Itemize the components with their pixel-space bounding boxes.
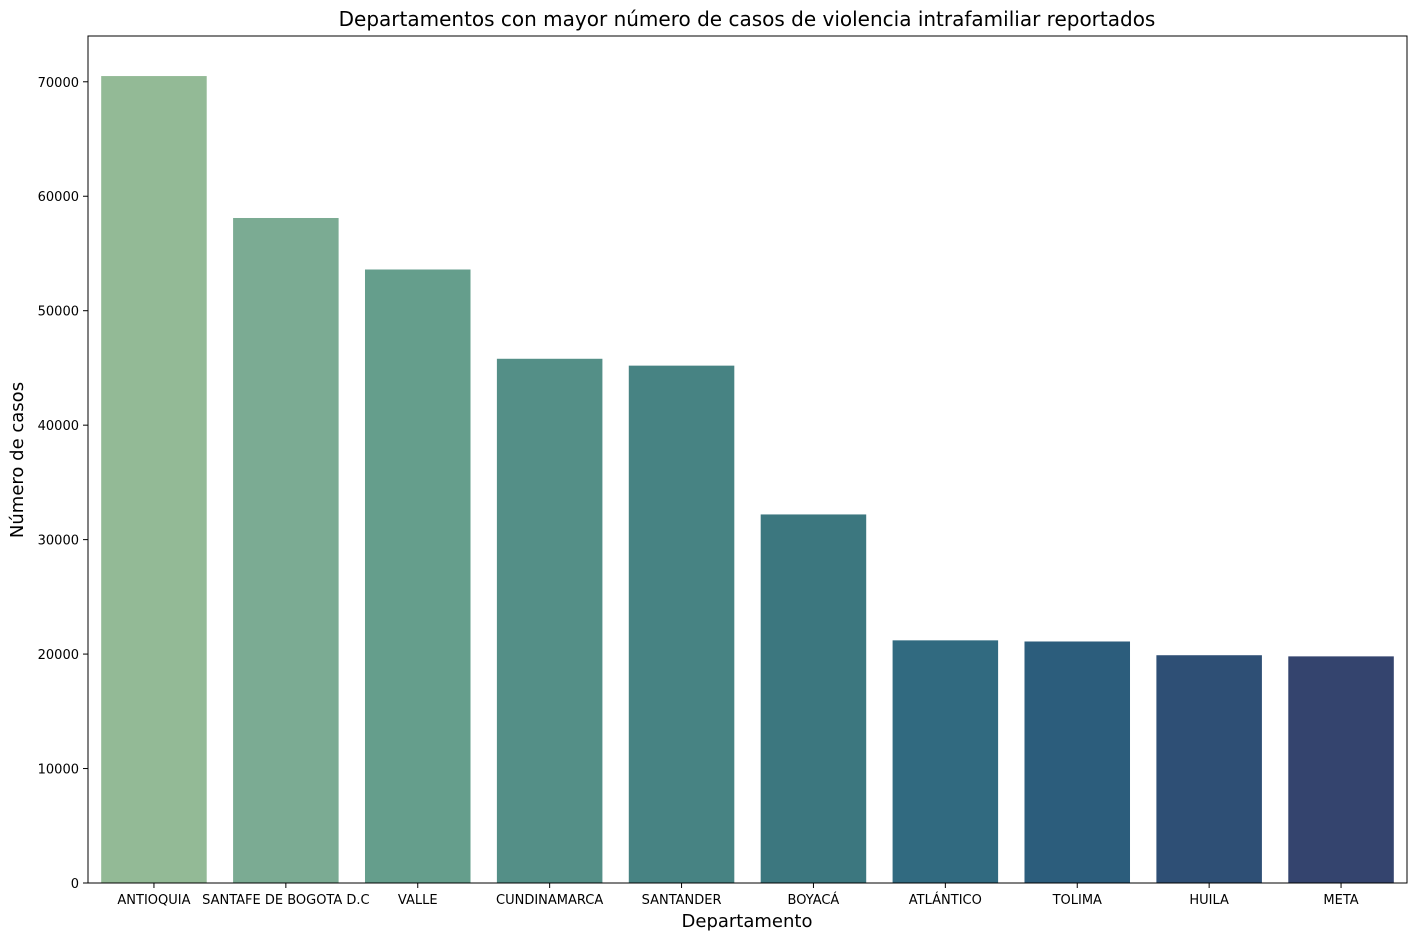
x-axis-label: Departamento: [682, 911, 813, 932]
x-tick-label: HUILA: [1189, 893, 1229, 908]
x-tick-label: VALLE: [398, 893, 438, 908]
y-axis-label: Número de casos: [7, 382, 28, 538]
y-axis: 0 10000 20000 30000 40000 50000 60000 70000: [38, 76, 88, 892]
x-tick-label: META: [1323, 893, 1358, 908]
bars-group: [101, 76, 1394, 884]
chart-title: Departamentos con mayor número de casos …: [339, 7, 1156, 31]
bar-santafe-de-bogota-d-c: [233, 217, 339, 883]
bar-tolima: [1024, 641, 1131, 883]
bar-boyac-: [760, 514, 867, 883]
y-tick-label: 0: [71, 877, 79, 892]
y-tick-label: 60000: [38, 190, 79, 205]
bar-cundinamarca: [496, 358, 603, 884]
bar-antioquia: [101, 76, 207, 884]
x-tick-label: TOLIMA: [1052, 893, 1102, 908]
x-tick-label: SANTANDER: [642, 893, 722, 908]
y-tick-label: 50000: [38, 305, 79, 320]
x-axis: ANTIOQUIA SANTAFE DE BOGOTA D.C VALLE CUNDI…: [117, 883, 1359, 908]
y-tick-label: 70000: [38, 76, 79, 91]
bar-meta: [1288, 656, 1394, 883]
x-tick-label: ATLÁNTICO: [909, 892, 982, 908]
plot-frame: [87, 35, 1408, 884]
bar-atl-ntico: [892, 640, 999, 883]
x-tick-label: CUNDINAMARCA: [496, 893, 603, 908]
y-tick-label: 30000: [38, 534, 79, 549]
bar-santander: [628, 365, 735, 883]
y-tick-label: 40000: [38, 419, 79, 434]
y-tick-label: 10000: [38, 763, 79, 778]
y-tick-label: 20000: [38, 648, 79, 663]
bar-huila: [1156, 655, 1262, 883]
x-tick-label: SANTAFE DE BOGOTA D.C: [202, 893, 370, 908]
x-tick-label: ANTIOQUIA: [117, 893, 190, 908]
x-tick-label: BOYACÁ: [788, 892, 840, 908]
bar-valle: [364, 269, 471, 883]
